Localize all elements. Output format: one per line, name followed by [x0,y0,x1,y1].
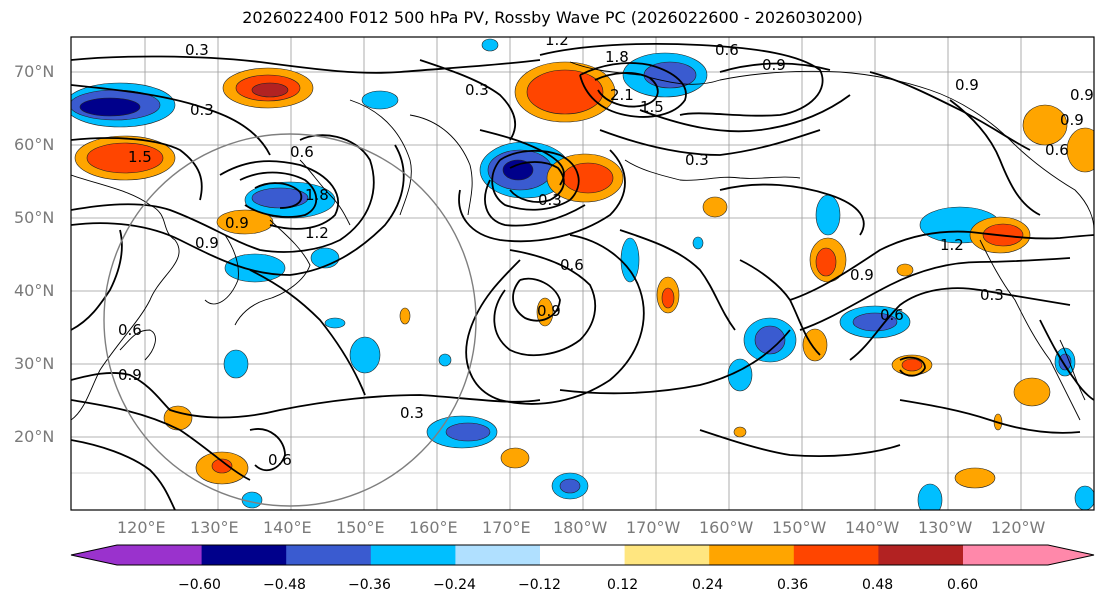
colorbar-segment [117,545,203,565]
lat-label: 50°N [14,208,55,227]
contour-label: 1.5 [128,148,152,166]
colorbar-tick: −0.60 [178,577,221,593]
contour-label: 0.9 [1060,111,1084,129]
lon-label: 150°W [772,518,827,537]
contour-label: 1.2 [305,224,329,242]
lat-label: 20°N [14,427,55,446]
contour-label: 0.6 [118,321,142,339]
colorbar-tick: −0.36 [348,577,391,593]
contour-label: 0.3 [190,101,214,119]
contour-label: 0.9 [762,56,786,74]
lon-label: 130°W [918,518,973,537]
colorbar-tick: 0.36 [777,577,809,593]
contour-label: 0.9 [195,234,219,252]
contour-label: 0.9 [955,76,979,94]
lat-label: 40°N [14,281,55,300]
colorbar-segments [71,545,1094,565]
colorbar-segment [370,545,456,565]
contour-label: 0.6 [880,306,904,324]
contour-label: 0.6 [268,451,292,469]
contour-label: 0.9 [225,214,249,232]
lon-label: 130°E [190,518,239,537]
lon-label: 150°E [336,518,385,537]
lon-label: 160°E [409,518,458,537]
map-title: 2026022400 F012 500 hPa PV, Rossby Wave … [242,8,863,27]
contour-label: 1.2 [940,236,964,254]
region-circle [103,133,477,507]
lon-label: 160°W [699,518,754,537]
contour-label: 1.8 [605,48,629,66]
contour-label: 0.3 [685,151,709,169]
contour-label: 0.9 [1070,86,1094,104]
contour-label: 1.8 [305,186,329,204]
colorbar-tick: −0.24 [433,577,476,593]
lon-label: 180°W [553,518,608,537]
pv-anomaly-fills [71,38,1094,510]
map-border [70,36,1095,511]
contour-label: 0.3 [400,404,424,422]
colorbar-segment [624,545,710,565]
contour-label: 1.5 [640,98,664,116]
colorbar-tick: 0.60 [947,577,979,593]
contour-labels: 0.3 0.3 0.6 1.5 0.9 0.9 0.6 1.8 1.2 0.6 … [118,31,1094,469]
colorbar-tick: 0.24 [692,577,724,593]
lat-label: 30°N [14,354,55,373]
contour-label: 0.3 [980,286,1004,304]
lat-label: 70°N [14,62,55,81]
contour-label: 0.3 [465,81,489,99]
contour-label: 2.1 [610,86,634,104]
colorbar-tick: −0.48 [263,577,306,593]
lon-label: 170°E [482,518,531,537]
colorbar-outline [70,544,1095,566]
colorbar-segment [540,545,626,565]
contour-label: 0.9 [537,302,561,320]
contour-label: 0.3 [538,191,562,209]
lon-label: 140°E [263,518,312,537]
colorbar-segment [878,545,964,565]
lon-label: 170°W [626,518,681,537]
lon-label: 140°W [845,518,900,537]
colorbar-segment [286,545,372,565]
colorbar-segment [455,545,541,565]
colorbar-segment [793,545,879,565]
pv-contours [71,42,1094,510]
colorbar-tick: −0.12 [518,577,561,593]
contour-label: 0.6 [715,41,739,59]
colorbar-tick: 0.48 [862,577,894,593]
colorbar-extend-high [963,545,1094,565]
colorbar-segment [201,545,287,565]
contour-label: 0.9 [850,266,874,284]
contour-label: 0.6 [290,143,314,161]
lat-label: 60°N [14,135,55,154]
contour-label: 0.9 [118,366,142,384]
colorbar-extend-low [71,545,117,565]
lon-label: 120°E [117,518,166,537]
contour-label: 1.2 [545,31,569,49]
contour-label: 0.6 [560,256,584,274]
lon-label: 120°W [991,518,1046,537]
colorbar-segment [709,545,795,565]
contour-label: 0.6 [1045,141,1069,159]
colorbar-tick: 0.12 [607,577,639,593]
contour-label: 0.3 [185,41,209,59]
